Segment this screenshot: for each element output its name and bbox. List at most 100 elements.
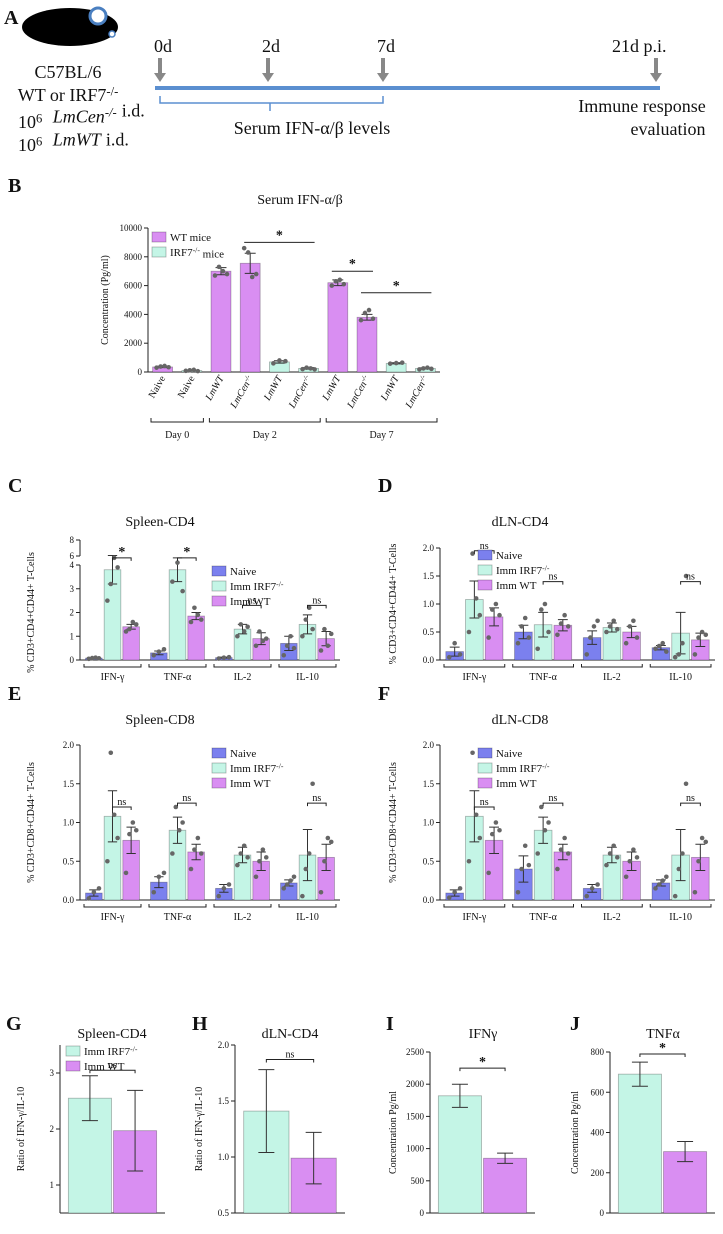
x-tick-label-part: TNF-α	[164, 912, 192, 923]
data-point	[486, 870, 491, 876]
data-point	[683, 781, 689, 787]
error-bar	[449, 646, 460, 657]
y-tick-label: 200	[591, 1168, 605, 1178]
data-point	[175, 560, 180, 565]
data-point	[180, 588, 185, 594]
legend-label-part-text: Imm IRF7	[84, 1046, 131, 1058]
legend-label-part: WT mice	[170, 232, 211, 244]
data-point	[133, 622, 139, 627]
data-point	[466, 858, 472, 864]
x-tick-label-part: TNF-α	[529, 672, 557, 683]
panel-letter-part: C	[8, 475, 22, 497]
data-point	[535, 646, 541, 652]
data-point	[634, 635, 640, 640]
panel-letter: C	[8, 475, 22, 497]
y-tick-label: 1.5	[423, 779, 435, 789]
data-point	[653, 886, 658, 891]
x-tick-label-part: Naive	[147, 374, 169, 401]
data-point	[263, 636, 269, 641]
legend-label-part-text: Imm IRF7	[496, 763, 543, 775]
significance-bracket	[680, 581, 701, 585]
data-point	[306, 605, 312, 611]
data-point	[526, 635, 532, 640]
legend-swatch	[211, 762, 227, 774]
data-point	[312, 367, 317, 372]
data-point	[539, 804, 544, 810]
significance-bracket	[112, 557, 132, 561]
data-point	[595, 618, 600, 624]
mouse-eye	[108, 30, 116, 38]
legend-label: WT mice	[170, 232, 211, 244]
x-tick-label: LmWT	[262, 373, 286, 404]
data-point	[288, 878, 293, 883]
category-bracket	[83, 664, 142, 668]
data-point	[558, 621, 564, 626]
error-bar	[302, 614, 313, 635]
data-point	[387, 361, 393, 366]
x-tick-label-part-sup: -/-	[242, 373, 253, 383]
data-point	[108, 581, 114, 587]
legend-label-part-text: Imm IRF7	[496, 565, 543, 577]
legend-label: Imm IRF7-/-	[496, 762, 550, 775]
data-point	[604, 862, 609, 868]
y-tick-label: 1	[70, 631, 75, 641]
y-tick-label: 0	[420, 1208, 425, 1218]
data-point	[216, 264, 222, 270]
error-bar	[675, 828, 686, 882]
data-point	[235, 633, 240, 639]
legend-swatch	[211, 777, 227, 789]
data-point	[664, 649, 669, 654]
data-point	[170, 579, 175, 584]
legend-label: Imm IRF7-/-	[496, 564, 550, 577]
y-axis-label: Concentration Pg/ml	[570, 1091, 581, 1174]
data-point	[497, 612, 502, 618]
chart-title-part: Spleen-CD8	[125, 713, 194, 728]
y-tick-label: 0.5	[63, 856, 75, 866]
data-point	[96, 656, 102, 661]
data-point	[115, 835, 120, 841]
data-point	[195, 612, 201, 618]
group-bracket	[150, 418, 204, 423]
data-point	[466, 629, 472, 635]
chart-title-part: Serum IFN-α/β	[257, 193, 343, 208]
x-tick-label: LmCen-/-	[227, 373, 256, 411]
category-bracket	[649, 664, 712, 668]
x-tick-label: LmWT	[320, 373, 344, 404]
legend-swatch	[211, 565, 227, 577]
y-axis-label: % CD3+CD8+CD44+ T-Cells	[388, 762, 399, 883]
data-point	[123, 629, 129, 634]
timepoint-label: 7d	[377, 36, 395, 56]
legend-label-part: Imm WT	[230, 596, 271, 608]
data-point	[631, 847, 636, 852]
x-tick-label-part: IL-2	[603, 672, 621, 683]
panel-letter-part: H	[192, 1013, 208, 1035]
data-point	[611, 618, 616, 624]
error-bar	[497, 1152, 514, 1164]
timepoint-arrowhead	[377, 73, 389, 82]
x-tick-label: IFN-γ	[462, 672, 486, 683]
data-point	[310, 626, 315, 632]
x-tick-label: IL-10	[669, 912, 692, 923]
endpoint-label-part: evaluation	[631, 119, 706, 139]
bar	[483, 1157, 528, 1214]
data-point	[457, 652, 463, 657]
category-bracket	[278, 664, 337, 668]
data-point	[341, 281, 347, 287]
panel-letter: A	[4, 7, 19, 29]
data-point	[176, 827, 182, 833]
chart-title-part: dLN-CD8	[492, 713, 549, 728]
significance-label: ns	[312, 793, 321, 804]
y-tick-label: 2500	[406, 1047, 425, 1057]
y-tick-label: 6	[70, 551, 75, 561]
data-point	[241, 629, 247, 634]
significance-label: ns	[549, 572, 558, 583]
data-point	[558, 847, 564, 852]
data-point	[522, 615, 528, 621]
x-tick-label-part-text: LmWT	[320, 373, 344, 404]
chart-title-part: Spleen-CD4	[77, 1027, 146, 1042]
comparison-label: *	[393, 279, 400, 294]
data-point	[281, 886, 287, 891]
significance-bracket	[542, 581, 564, 585]
significance-bracket	[680, 802, 701, 807]
bracket-label-part: Serum IFN-α/β levels	[234, 118, 391, 138]
